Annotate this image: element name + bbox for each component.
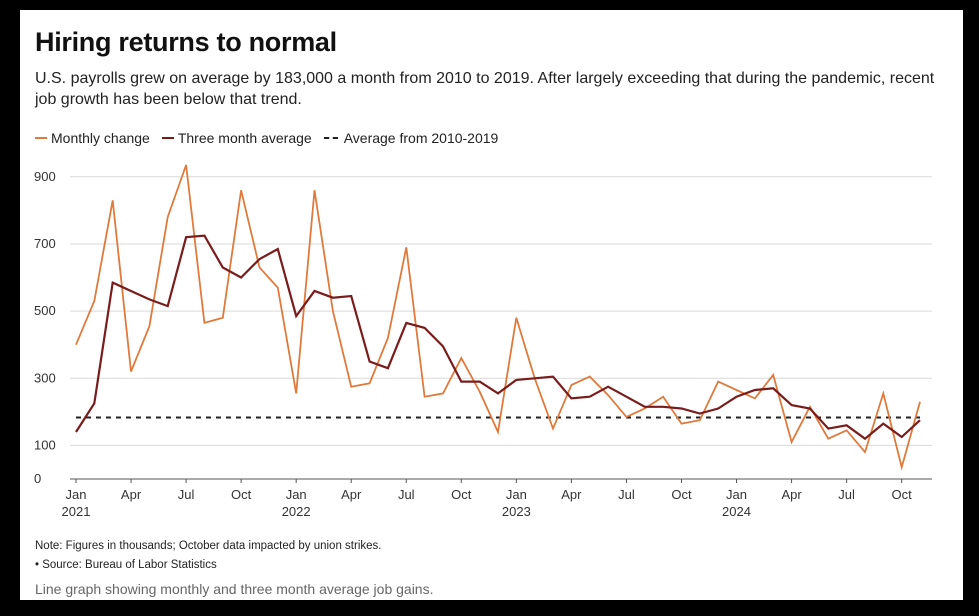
legend-label-baseline: Average from 2010-2019 xyxy=(343,130,499,146)
y-tick-label: 300 xyxy=(34,370,56,385)
x-tick-label: Jan xyxy=(286,487,307,502)
x-tick-year-label: 2022 xyxy=(282,504,311,519)
series-line-three-month-average xyxy=(75,234,921,441)
x-tick-label: Jan xyxy=(66,487,87,502)
x-tick-label: Oct xyxy=(451,487,472,502)
x-tick-label: Oct xyxy=(671,487,692,502)
x-tick-label: Jul xyxy=(178,487,195,502)
y-tick-label: 700 xyxy=(34,236,56,251)
legend: Monthly change Three month average Avera… xyxy=(35,130,510,146)
y-tick-label: 500 xyxy=(34,303,56,318)
y-tick-label: 100 xyxy=(34,437,56,452)
chart-caption: Line graph showing monthly and three mon… xyxy=(35,581,434,597)
x-tick-label: Apr xyxy=(561,487,582,502)
chart-card: Hiring returns to normal U.S. payrolls g… xyxy=(20,10,963,600)
chart-source: • Source: Bureau of Labor Statistics xyxy=(35,559,217,571)
legend-item-monthly: Monthly change xyxy=(35,130,150,146)
legend-item-avg: Three month average xyxy=(161,130,312,146)
x-tick-label: Oct xyxy=(231,487,252,502)
x-tick-year-label: 2024 xyxy=(722,504,751,519)
x-tick-year-label: 2023 xyxy=(502,504,531,519)
line-chart: 0 100 300 500 700 900 Jan 2021 Apr Jul Oct Jan 2022 A… xyxy=(34,164,932,519)
series-line-monthly-change xyxy=(75,164,921,471)
x-tick-label: Apr xyxy=(341,487,362,502)
x-tick-label: Jan xyxy=(726,487,747,502)
legend-swatch-baseline xyxy=(323,137,338,139)
x-tick-label: Jul xyxy=(838,487,855,502)
x-tick-label: Jul xyxy=(398,487,415,502)
chart-title: Hiring returns to normal xyxy=(35,27,337,57)
x-tick-label: Jan xyxy=(506,487,527,502)
legend-label-monthly: Monthly change xyxy=(51,130,150,146)
y-tick-label: 0 xyxy=(34,471,41,486)
x-tick-label: Jul xyxy=(618,487,635,502)
legend-item-baseline: Average from 2010-2019 xyxy=(323,130,499,146)
legend-swatch-avg xyxy=(161,137,174,139)
x-tick-label: Oct xyxy=(892,487,913,502)
x-tick-year-label: 2021 xyxy=(62,504,91,519)
legend-label-avg: Three month average xyxy=(177,130,312,146)
x-tick-label: Apr xyxy=(121,487,142,502)
legend-swatch-monthly xyxy=(35,137,47,139)
y-tick-label: 900 xyxy=(34,169,56,184)
chart-subtitle: U.S. payrolls grew on average by 183,000… xyxy=(35,70,935,108)
x-tick-label: Apr xyxy=(781,487,802,502)
chart-note: Note: Figures in thousands; October data… xyxy=(35,540,382,552)
